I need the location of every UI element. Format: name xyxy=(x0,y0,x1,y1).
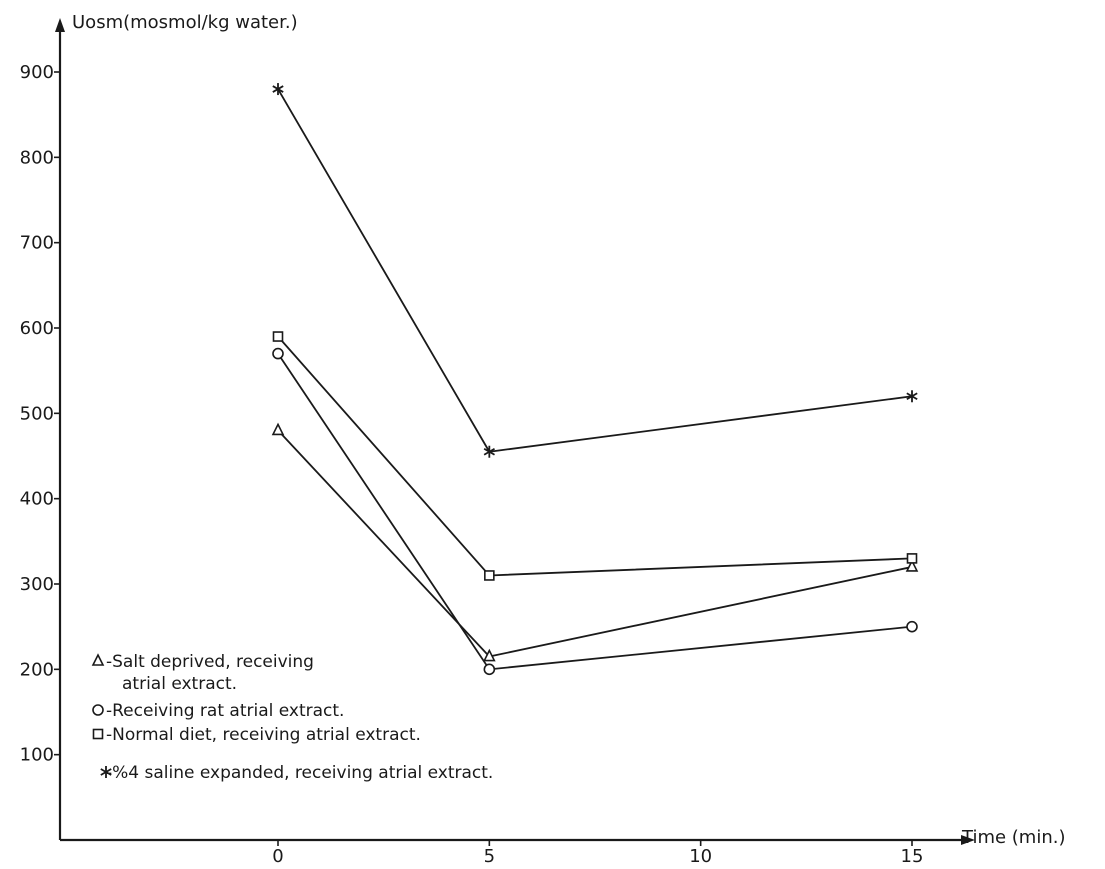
y-tick-label: 200 xyxy=(20,659,54,680)
x-tick-label: 0 xyxy=(272,846,283,865)
legend-label: -%4 saline expanded, receiving atrial ex… xyxy=(106,763,493,783)
legend-label: -Normal diet, receiving atrial extract. xyxy=(106,725,421,745)
data-point-circle xyxy=(483,663,496,676)
y-tick-label: 700 xyxy=(20,233,54,254)
y-tick-label: 600 xyxy=(20,318,54,339)
y-axis-arrow xyxy=(55,18,65,32)
axes: Uosm(mosmol/kg water.)Time (min.)1002003… xyxy=(20,12,1066,867)
y-tick-label: 500 xyxy=(20,403,54,424)
y-tick-label: 900 xyxy=(20,62,54,83)
series-line-circle xyxy=(277,353,913,671)
legend-label: -Receiving rat atrial extract. xyxy=(106,701,344,721)
x-axis-arrow xyxy=(961,835,975,845)
data-point-triangle xyxy=(905,559,919,572)
data-markers xyxy=(271,83,919,676)
y-tick-label: 100 xyxy=(20,745,54,766)
x-tick-label: 10 xyxy=(689,846,712,865)
series-line-square xyxy=(277,335,913,577)
y-tick-label: 300 xyxy=(20,574,54,595)
legend-label: atrial extract. xyxy=(122,674,237,694)
series-line-star xyxy=(277,88,913,453)
legend-marker-triangle xyxy=(91,653,105,666)
y-tick-label: 800 xyxy=(20,147,54,168)
legend-marker-circle xyxy=(92,704,104,716)
x-axis-title: Time (min.) xyxy=(961,827,1065,848)
data-point-star xyxy=(483,445,495,458)
x-tick-label: 15 xyxy=(901,846,924,865)
data-point-triangle xyxy=(271,422,285,436)
data-point-star xyxy=(272,83,284,96)
data-point-circle xyxy=(272,347,284,360)
data-point-triangle xyxy=(483,648,496,662)
data-point-circle xyxy=(906,620,918,633)
data-point-square xyxy=(272,331,284,342)
legend-marker-square xyxy=(92,728,104,740)
series-line-triangle xyxy=(277,429,913,658)
legend-marker-star xyxy=(100,766,112,778)
x-tick-label: 5 xyxy=(484,846,495,865)
y-axis-title: Uosm(mosmol/kg water.) xyxy=(72,12,298,33)
y-tick-label: 400 xyxy=(20,489,54,510)
data-point-star xyxy=(906,390,918,403)
data-point-square xyxy=(906,553,918,564)
legend-label: -Salt deprived, receiving xyxy=(106,652,314,672)
series-lines xyxy=(277,88,913,671)
data-point-square xyxy=(484,570,495,581)
